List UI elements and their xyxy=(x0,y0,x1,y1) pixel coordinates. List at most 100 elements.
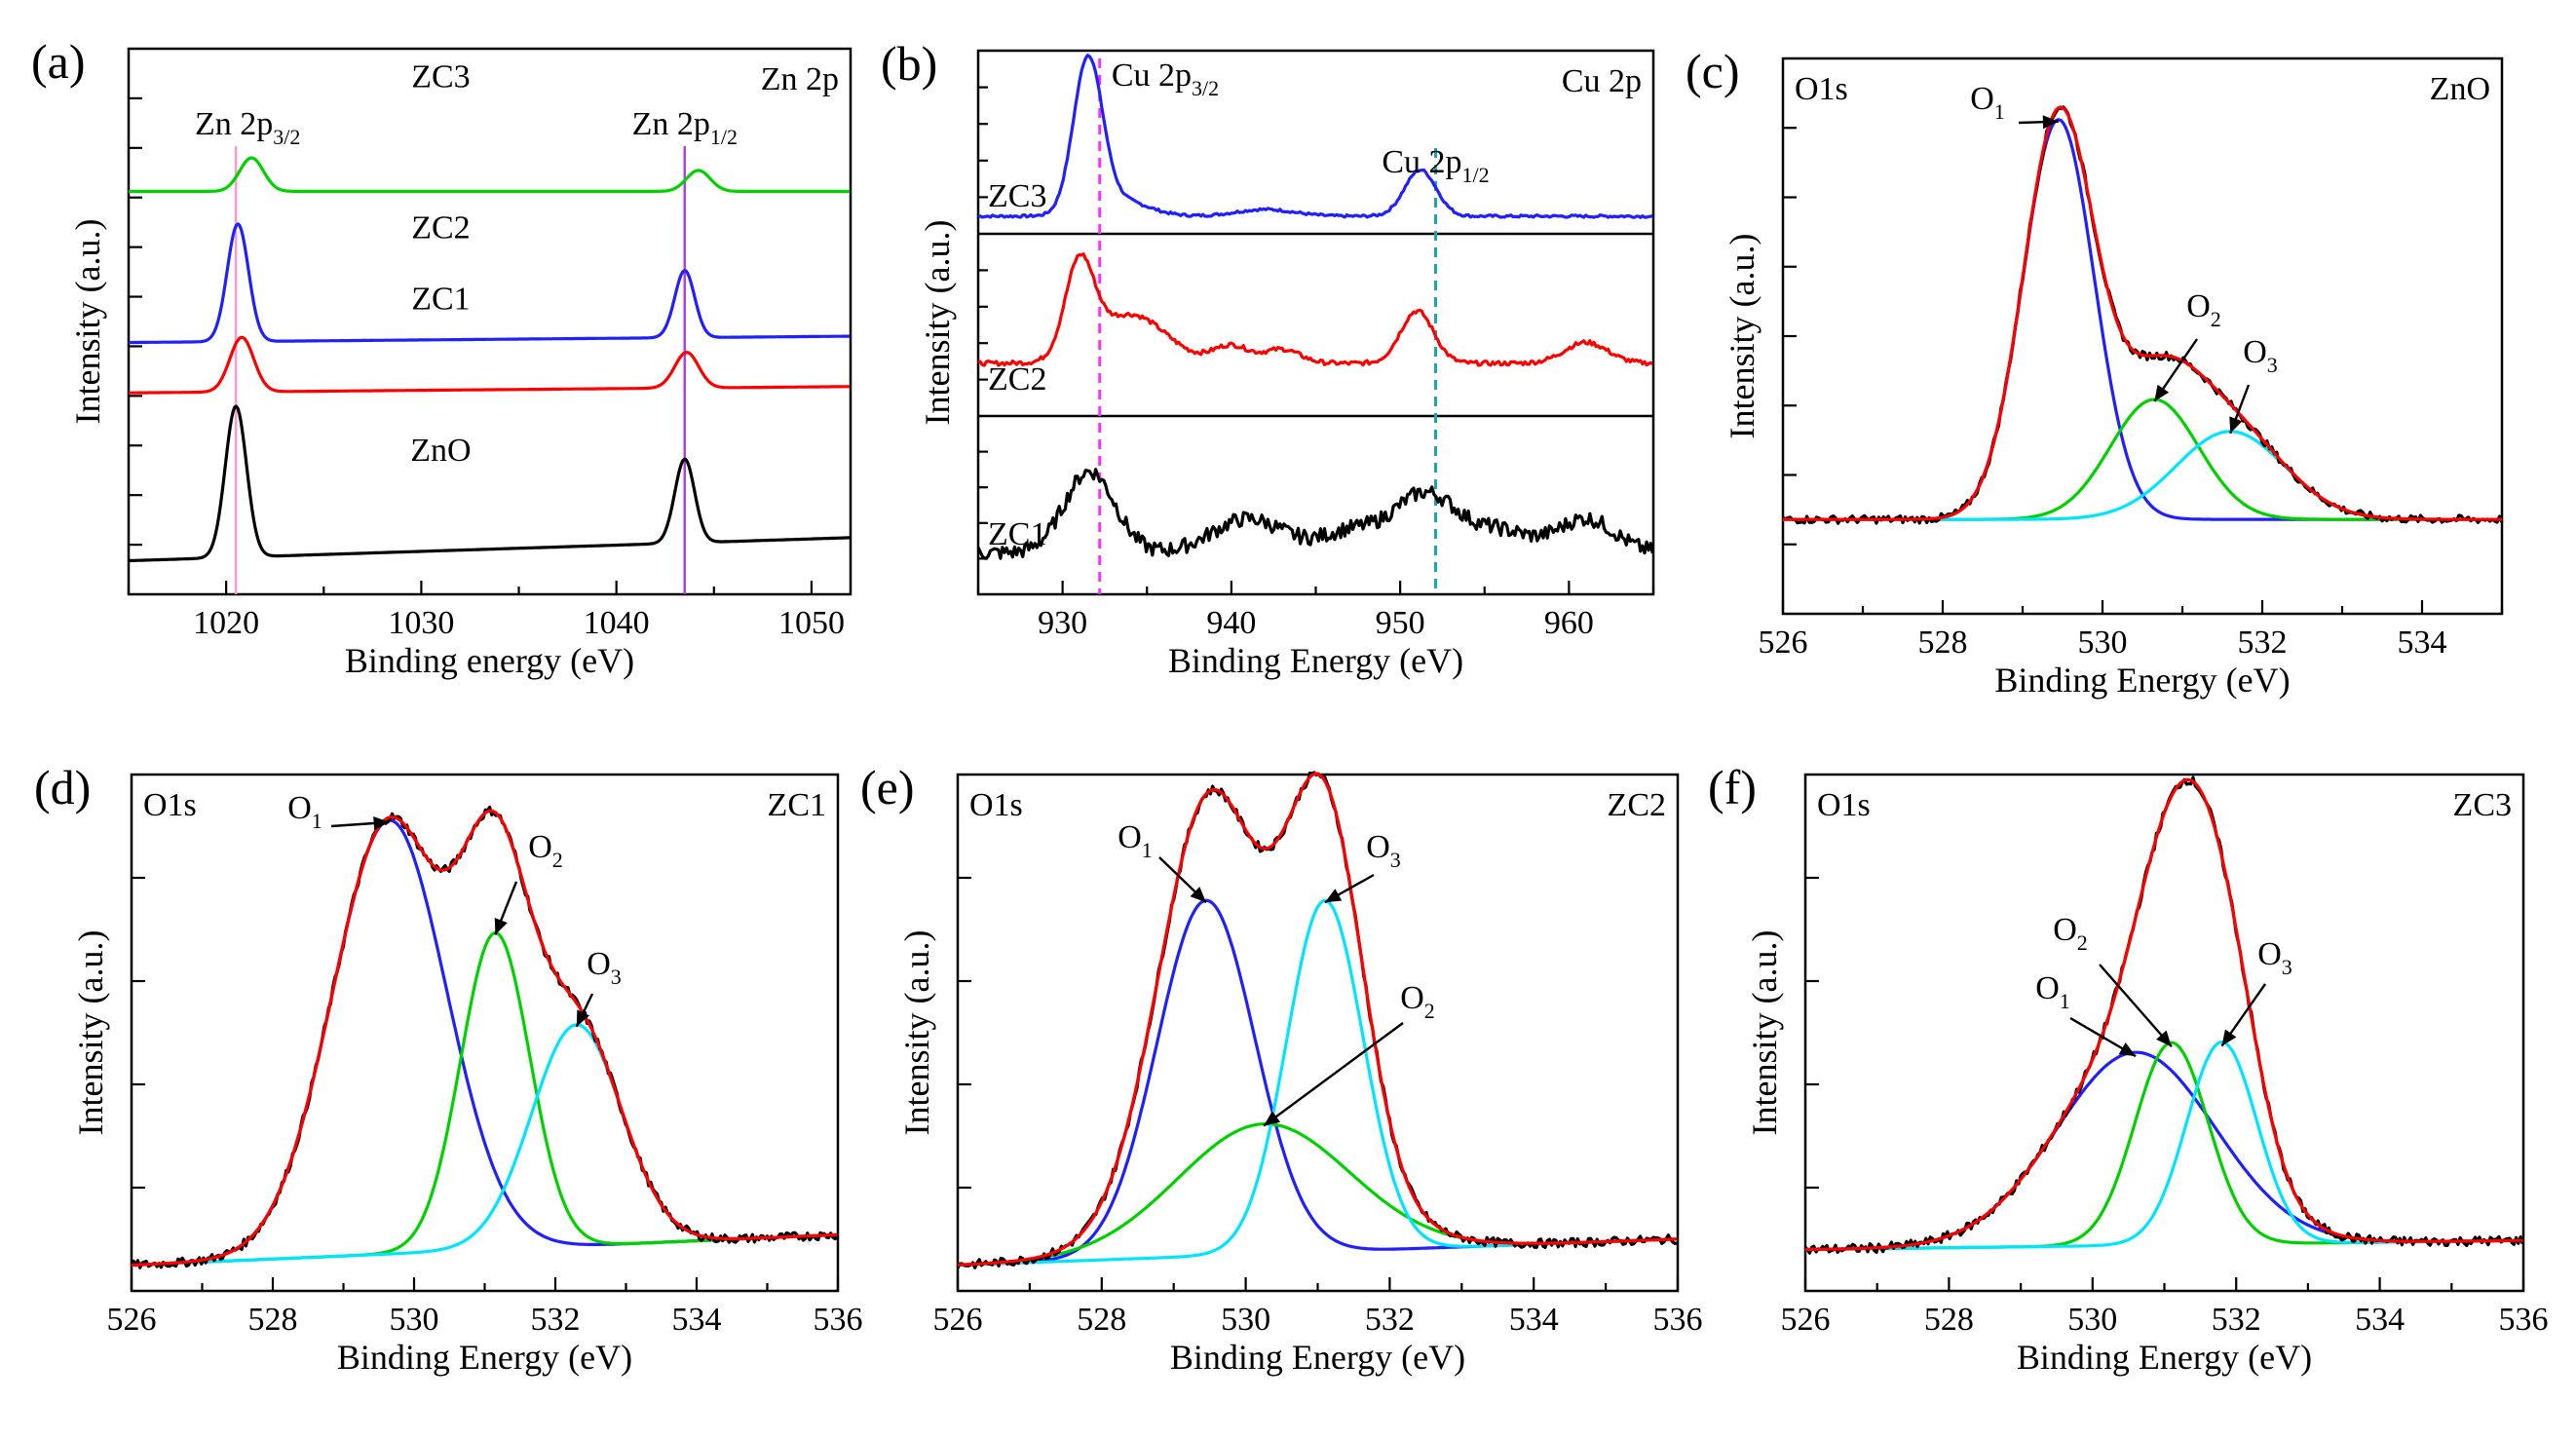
component-line-o2 xyxy=(131,930,838,1268)
series-line-zc3 xyxy=(977,54,1653,219)
x-tick-label: 532 xyxy=(1365,1302,1415,1338)
y-axis-title: Intensity (a.u.) xyxy=(1723,234,1762,439)
sample-label: ZC3 xyxy=(2453,787,2512,823)
peak-label-main: Zn 2p xyxy=(632,106,710,142)
x-tick-label: 528 xyxy=(1077,1302,1126,1338)
experimental-line xyxy=(956,771,1678,1269)
x-tick-label: 534 xyxy=(2398,625,2447,661)
component-line-o1 xyxy=(1783,118,2502,521)
panel-e: 526 528 530 532 534 536 Binding Energy (eV) Int… xyxy=(860,760,1703,1377)
pointer-arrow-head xyxy=(576,1009,589,1027)
peak-label: Cu 2p1/2 xyxy=(1382,144,1489,187)
component-label-main: O xyxy=(2035,970,2060,1006)
panel-letter: (c) xyxy=(1686,44,1740,98)
x-axis-title: Binding energy (eV) xyxy=(345,641,634,680)
panel-b: 930 940 950 960 Binding Energy (eV) Intensity… xyxy=(881,36,1655,680)
x-tick-label: 1050 xyxy=(778,605,845,641)
sample-label: ZC2 xyxy=(1608,787,1666,823)
component-line-o1 xyxy=(131,818,838,1268)
series-line-zc1 xyxy=(129,335,851,395)
component-label-main: O xyxy=(2186,288,2211,324)
peak-label-sub: 1/2 xyxy=(1462,163,1490,187)
y-axis-title: Intensity (a.u.) xyxy=(918,220,957,426)
component-label: O2 xyxy=(2186,288,2221,331)
component-line-o2 xyxy=(1805,1041,2523,1252)
pointer-arrow-head xyxy=(494,918,508,935)
pointer-arrow-head xyxy=(2154,384,2170,401)
component-label: O1 xyxy=(287,790,322,833)
component-label-sub: 3 xyxy=(611,965,622,989)
pointer-arrow-head xyxy=(1264,1111,1281,1126)
x-tick-label: 960 xyxy=(1544,605,1594,641)
panel-d: 526 528 530 532 534 536 Binding Energy (eV) Int… xyxy=(34,760,863,1377)
trace-label: ZC3 xyxy=(988,178,1046,214)
component-line-o2 xyxy=(1783,398,2502,521)
component-label: O1 xyxy=(2035,970,2070,1013)
y-axis-title: Intensity (a.u.) xyxy=(71,930,110,1136)
pointer-arrow-head xyxy=(2118,1042,2137,1057)
component-label-main: O xyxy=(1118,819,1142,855)
pointer-arrow-head xyxy=(2221,1029,2237,1046)
component-label-sub: 3 xyxy=(2267,353,2278,377)
sample-label: ZnO xyxy=(2430,71,2490,107)
x-tick-label: 530 xyxy=(390,1302,439,1338)
pointer-arrow xyxy=(2099,964,2173,1048)
panel-a: 1020 1030 1040 1050 Binding energy (eV) Inten… xyxy=(31,34,852,680)
x-tick-label: 950 xyxy=(1376,605,1425,641)
axes-frame xyxy=(1781,57,2504,616)
core-level-label: O1s xyxy=(1795,71,1848,107)
component-label: O3 xyxy=(2243,334,2278,377)
component-label-main: O xyxy=(1400,980,1424,1016)
component-label-main: O xyxy=(287,790,312,826)
component-label-sub: 2 xyxy=(552,848,563,872)
y-axis-title: Intensity (a.u.) xyxy=(68,219,107,425)
series-line-zc2 xyxy=(977,252,1654,367)
panel-letter: (b) xyxy=(881,36,937,91)
component-label: O3 xyxy=(587,946,622,989)
axes-frame xyxy=(127,47,852,596)
component-line-o3 xyxy=(1805,1041,2523,1252)
core-level-label: O1s xyxy=(1817,787,1871,823)
component-label-main: O xyxy=(2243,334,2267,370)
panel-letter: (a) xyxy=(31,34,86,89)
x-tick-label: 532 xyxy=(2212,1302,2261,1338)
panel-letter: (d) xyxy=(34,760,91,814)
trace-label: ZC2 xyxy=(411,209,470,246)
x-tick-label: 526 xyxy=(933,1302,983,1338)
component-label-main: O xyxy=(2053,912,2077,948)
component-label-sub: 2 xyxy=(2077,930,2088,955)
pointer-arrow-head xyxy=(2229,416,2243,434)
panel-c: 526 528 530 532 534 Binding Energy (eV) Intens… xyxy=(1686,44,2504,700)
component-label-sub: 2 xyxy=(1424,999,1435,1023)
component-label: O2 xyxy=(528,829,563,872)
y-axis-title: Intensity (a.u.) xyxy=(897,930,936,1136)
x-axis-title: Binding Energy (eV) xyxy=(1168,641,1463,680)
element-label: Cu 2p xyxy=(1562,63,1642,99)
x-tick-label: 536 xyxy=(2499,1302,2549,1338)
peak-label-sub: 3/2 xyxy=(273,125,300,149)
x-axis-title: Binding Energy (eV) xyxy=(1994,661,2290,700)
pointer-arrow xyxy=(1263,1022,1404,1127)
experimental-line xyxy=(1803,776,2524,1255)
envelope-fit-line xyxy=(131,809,838,1268)
x-tick-label: 1040 xyxy=(584,605,650,641)
component-label-main: O xyxy=(1970,81,1994,117)
component-label: O2 xyxy=(2053,912,2088,955)
component-label: O1 xyxy=(1118,819,1153,862)
component-label: O2 xyxy=(1400,980,1435,1023)
component-label-sub: 1 xyxy=(312,809,322,833)
x-tick-label: 536 xyxy=(814,1302,863,1338)
component-line-o3 xyxy=(1783,430,2502,521)
x-tick-label: 532 xyxy=(531,1302,581,1338)
panel-letter: (f) xyxy=(1708,760,1757,814)
experimental-line xyxy=(1782,105,2504,525)
axes-frame xyxy=(956,773,1680,1293)
element-label: Zn 2p xyxy=(761,61,839,97)
axes-frame xyxy=(976,49,1655,596)
series-line-zno xyxy=(129,404,851,563)
component-line-o1 xyxy=(1804,1050,2523,1252)
component-label-sub: 3 xyxy=(2282,955,2292,979)
series-line-zc2 xyxy=(129,222,851,345)
peak-label: Cu 2p3/2 xyxy=(1112,57,1219,100)
x-tick-label: 528 xyxy=(1918,625,1968,661)
